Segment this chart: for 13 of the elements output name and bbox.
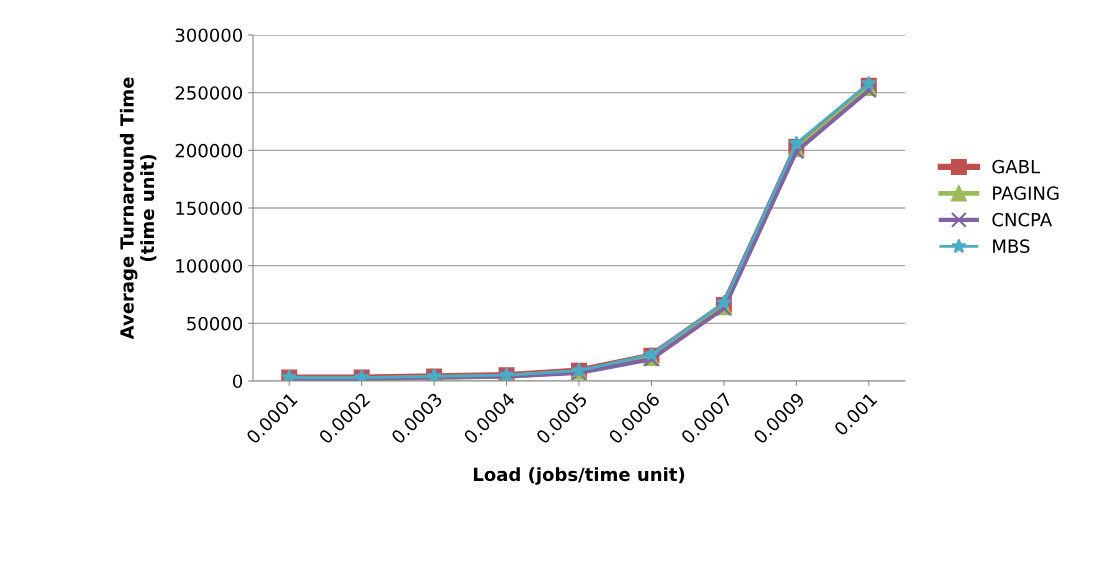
legend-label: MBS [993,239,1030,253]
legend-label: CNCPA [992,212,1053,227]
y-tick-label: 300000 [175,28,243,43]
x-axis-title: Load (jobs/time unit) [473,467,685,485]
y-tick-label: 0 [232,374,243,389]
y-axis-title: Average Turnaround Time (time unit) [119,77,157,340]
y-tick-label: 100000 [176,259,243,273]
y-tick-label: 150000 [176,201,243,216]
legend-label: PAGING [993,186,1059,200]
legend-label: GABL [992,159,1041,174]
y-tick-label: 50000 [187,316,243,331]
y-tick-label: 250000 [175,86,243,100]
y-tick-label: 200000 [175,143,243,158]
